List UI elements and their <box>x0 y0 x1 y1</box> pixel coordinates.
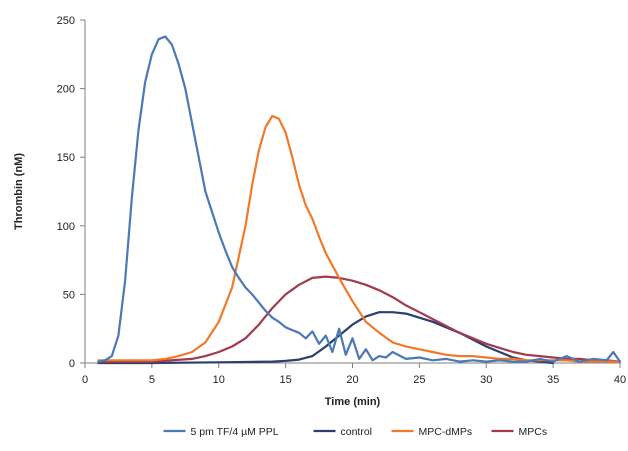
legend-label: MPCs <box>519 426 548 438</box>
series-lines <box>97 35 622 365</box>
series-line-3 <box>97 275 622 363</box>
x-tick-label: 40 <box>614 374 626 386</box>
series-line-0 <box>97 35 622 363</box>
legend-label: MPC-dMPs <box>419 426 473 438</box>
x-tick-label: 35 <box>547 374 559 386</box>
x-axis-label: Time (min) <box>325 396 381 408</box>
legend-label: control <box>341 426 373 438</box>
x-tick-label: 15 <box>280 374 292 386</box>
y-tick-label: 250 <box>57 15 75 27</box>
y-tick-label: 0 <box>69 358 75 370</box>
legend: 5 pm TF/4 µM PPL control MPC-dMPs MPCs <box>163 426 548 438</box>
x-tick-label: 25 <box>413 374 425 386</box>
axes: 0 50 100 150 200 250 0 5 10 15 20 25 30 35 40 <box>57 15 626 386</box>
y-tick-label: 200 <box>57 84 75 96</box>
x-tick-label: 30 <box>480 374 492 386</box>
legend-label: 5 pm TF/4 µM PPL <box>191 426 279 438</box>
x-tick-label: 5 <box>149 374 155 386</box>
x-tick-label: 20 <box>346 374 358 386</box>
y-tick-label: 50 <box>63 289 75 301</box>
series-line-1 <box>97 311 555 365</box>
y-tick-label: 150 <box>57 152 75 164</box>
y-axis-label: Thrombin (nM) <box>13 153 25 230</box>
x-tick-label: 10 <box>213 374 225 386</box>
y-tick-label: 100 <box>57 221 75 233</box>
series-line-2 <box>97 114 622 363</box>
x-tick-label: 0 <box>82 374 88 386</box>
